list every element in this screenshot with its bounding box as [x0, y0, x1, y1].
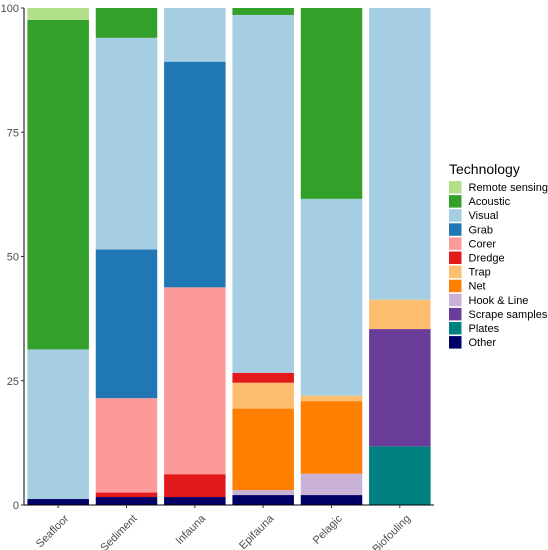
bar-segment-epifauna-trap — [232, 382, 294, 409]
legend-swatch-visual — [449, 209, 462, 222]
bar-segment-epifauna-other — [232, 495, 294, 505]
legend-label-dredge: Dredge — [469, 253, 505, 265]
bar-segment-infauna-other — [164, 497, 226, 505]
bar-segment-sediment-dredge — [95, 492, 158, 498]
legend-swatch-grab — [449, 223, 462, 236]
x-tick-label-pelagic: Pelagic — [311, 512, 345, 546]
legend-label-visual: Visual — [469, 210, 499, 222]
y-tick-label: 100 — [1, 3, 19, 15]
legend-label-other: Other — [469, 337, 497, 349]
y-tick-label: 0 — [13, 500, 19, 512]
bar-segment-biofouling-plates — [369, 446, 431, 505]
bar-segment-seafloor-other — [27, 499, 89, 505]
x-tick-label-infauna: Infauna — [174, 512, 209, 547]
bars-layer — [27, 8, 431, 505]
bar-segment-pelagic-hook-line — [300, 473, 363, 496]
legend-label-corer: Corer — [469, 238, 497, 250]
legend-swatch-corer — [449, 237, 462, 250]
legend-swatch-acoustic — [449, 195, 462, 208]
y-axis: 0 25 50 75 100 — [1, 3, 24, 512]
legend-swatch-net — [449, 279, 462, 293]
x-tick-label-sediment: Sediment — [98, 513, 139, 550]
legend-label-plates: Plates — [469, 323, 500, 335]
y-tick-label: 50 — [7, 252, 19, 264]
bar-segment-sediment-corer — [95, 398, 158, 493]
legend-title: Technology — [449, 161, 520, 177]
bar-segment-infauna-visual — [164, 8, 226, 62]
x-tick-label-epifauna: Epifauna — [237, 512, 277, 550]
bar-segment-pelagic-acoustic — [300, 8, 363, 199]
legend-swatch-trap — [449, 265, 462, 279]
bar-segment-epifauna-acoustic — [232, 8, 294, 15]
legend-label-trap: Trap — [469, 267, 491, 279]
bar-segment-seafloor-visual — [27, 349, 89, 500]
x-axis: Seafloor Sediment Infauna Epifauna Pelagic Bi… — [34, 505, 413, 550]
legend-swatch-scrape-samples — [449, 307, 462, 321]
legend-swatch-remote-sensing — [449, 181, 462, 194]
legend-swatch-dredge — [449, 251, 462, 264]
legend: Technology Remote sensing Acoustic Visual G… — [449, 161, 548, 349]
legend-swatch-hook-line — [449, 293, 462, 307]
bar-segment-sediment-visual — [95, 37, 158, 250]
legend-label-hook-line: Hook & Line — [469, 295, 529, 307]
bar-segment-pelagic-other — [300, 495, 363, 505]
bar-segment-biofouling-scrape-samples — [369, 329, 431, 447]
x-tick-label-biofouling: Biofouling — [370, 513, 413, 550]
bar-segment-infauna-dredge — [164, 474, 226, 498]
legend-swatch-other — [449, 336, 462, 349]
bar-segment-pelagic-visual — [300, 198, 363, 396]
bar-segment-seafloor-acoustic — [27, 19, 89, 350]
y-tick-label: 25 — [7, 376, 19, 388]
legend-label-net: Net — [469, 281, 486, 293]
bar-segment-sediment-acoustic — [95, 8, 158, 38]
bar-segment-biofouling-visual — [369, 8, 431, 300]
bar-segment-sediment-other — [95, 497, 158, 505]
x-tick-label-seafloor: Seafloor — [34, 513, 72, 550]
bar-segment-epifauna-dredge — [232, 372, 294, 383]
bar-segment-epifauna-visual — [232, 14, 294, 373]
bar-segment-infauna-grab — [164, 61, 226, 288]
legend-swatch-plates — [449, 322, 462, 335]
bar-segment-pelagic-net — [300, 401, 363, 474]
legend-label-grab: Grab — [469, 224, 493, 236]
legend-label-remote-sensing: Remote sensing — [469, 182, 548, 194]
legend-label-acoustic: Acoustic — [469, 196, 511, 208]
bar-segment-pelagic-trap — [300, 395, 363, 402]
bar-segment-biofouling-trap — [369, 299, 431, 330]
bar-segment-sediment-grab — [95, 249, 158, 399]
bar-segment-epifauna-hook-line — [232, 490, 294, 496]
bar-segment-epifauna-net — [232, 408, 294, 491]
legend-label-scrape-samples: Scrape samples — [469, 309, 548, 321]
bar-segment-seafloor-remote-sensing — [27, 8, 89, 20]
y-tick-label: 75 — [7, 127, 19, 139]
bar-segment-infauna-corer — [164, 287, 226, 475]
